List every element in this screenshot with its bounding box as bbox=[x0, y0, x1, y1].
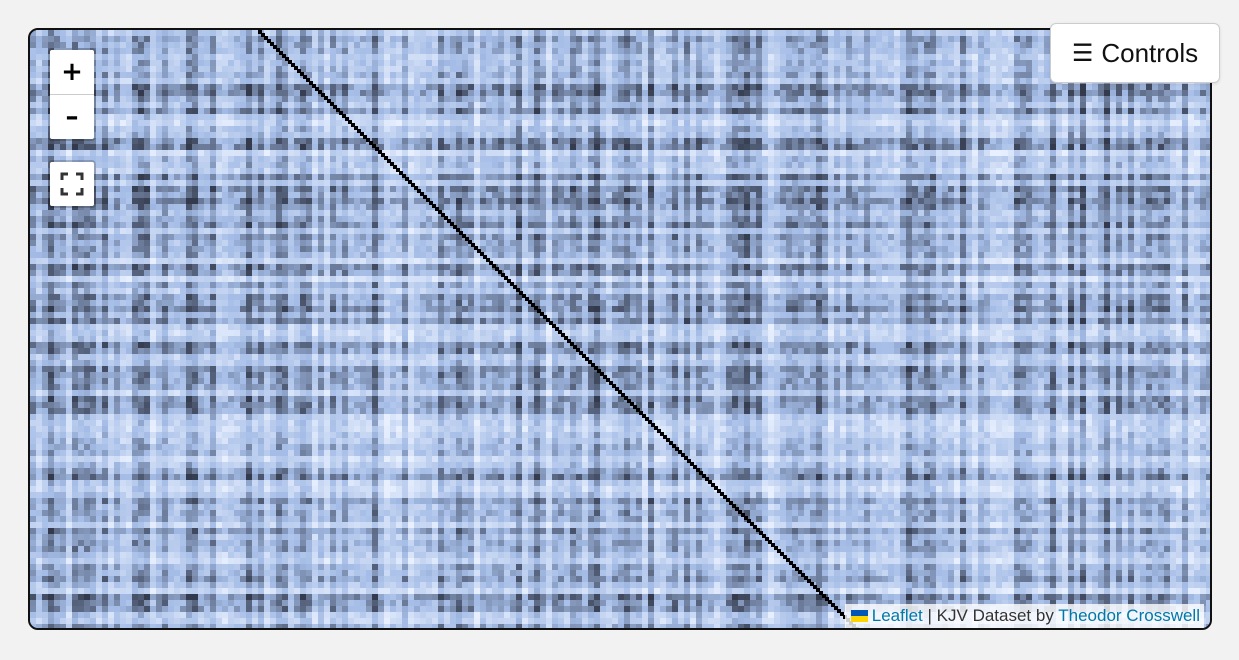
controls-label: Controls bbox=[1101, 37, 1199, 68]
menu-icon: ☰ bbox=[1071, 39, 1094, 67]
zoom-in-button[interactable]: + bbox=[61, 57, 83, 87]
attribution-dataset-text: KJV Dataset by bbox=[936, 606, 1054, 625]
map-container[interactable]: + – Leaflet | KJV Dataset by Theodor Cro… bbox=[28, 28, 1212, 630]
fullscreen-icon bbox=[60, 172, 84, 196]
zoom-control: + – bbox=[48, 48, 96, 141]
fullscreen-button[interactable] bbox=[48, 160, 96, 208]
zoom-out-button[interactable]: – bbox=[50, 94, 94, 139]
attribution-separator: | bbox=[927, 606, 932, 625]
ukraine-flag-icon bbox=[850, 610, 868, 622]
author-link[interactable]: Theodor Crosswell bbox=[1058, 606, 1200, 625]
map-attribution: Leaflet | KJV Dataset by Theodor Crosswe… bbox=[844, 604, 1204, 628]
controls-button[interactable]: ☰ Controls bbox=[1050, 23, 1220, 83]
heatmap-canvas[interactable] bbox=[30, 30, 1210, 628]
leaflet-link[interactable]: Leaflet bbox=[871, 606, 923, 625]
